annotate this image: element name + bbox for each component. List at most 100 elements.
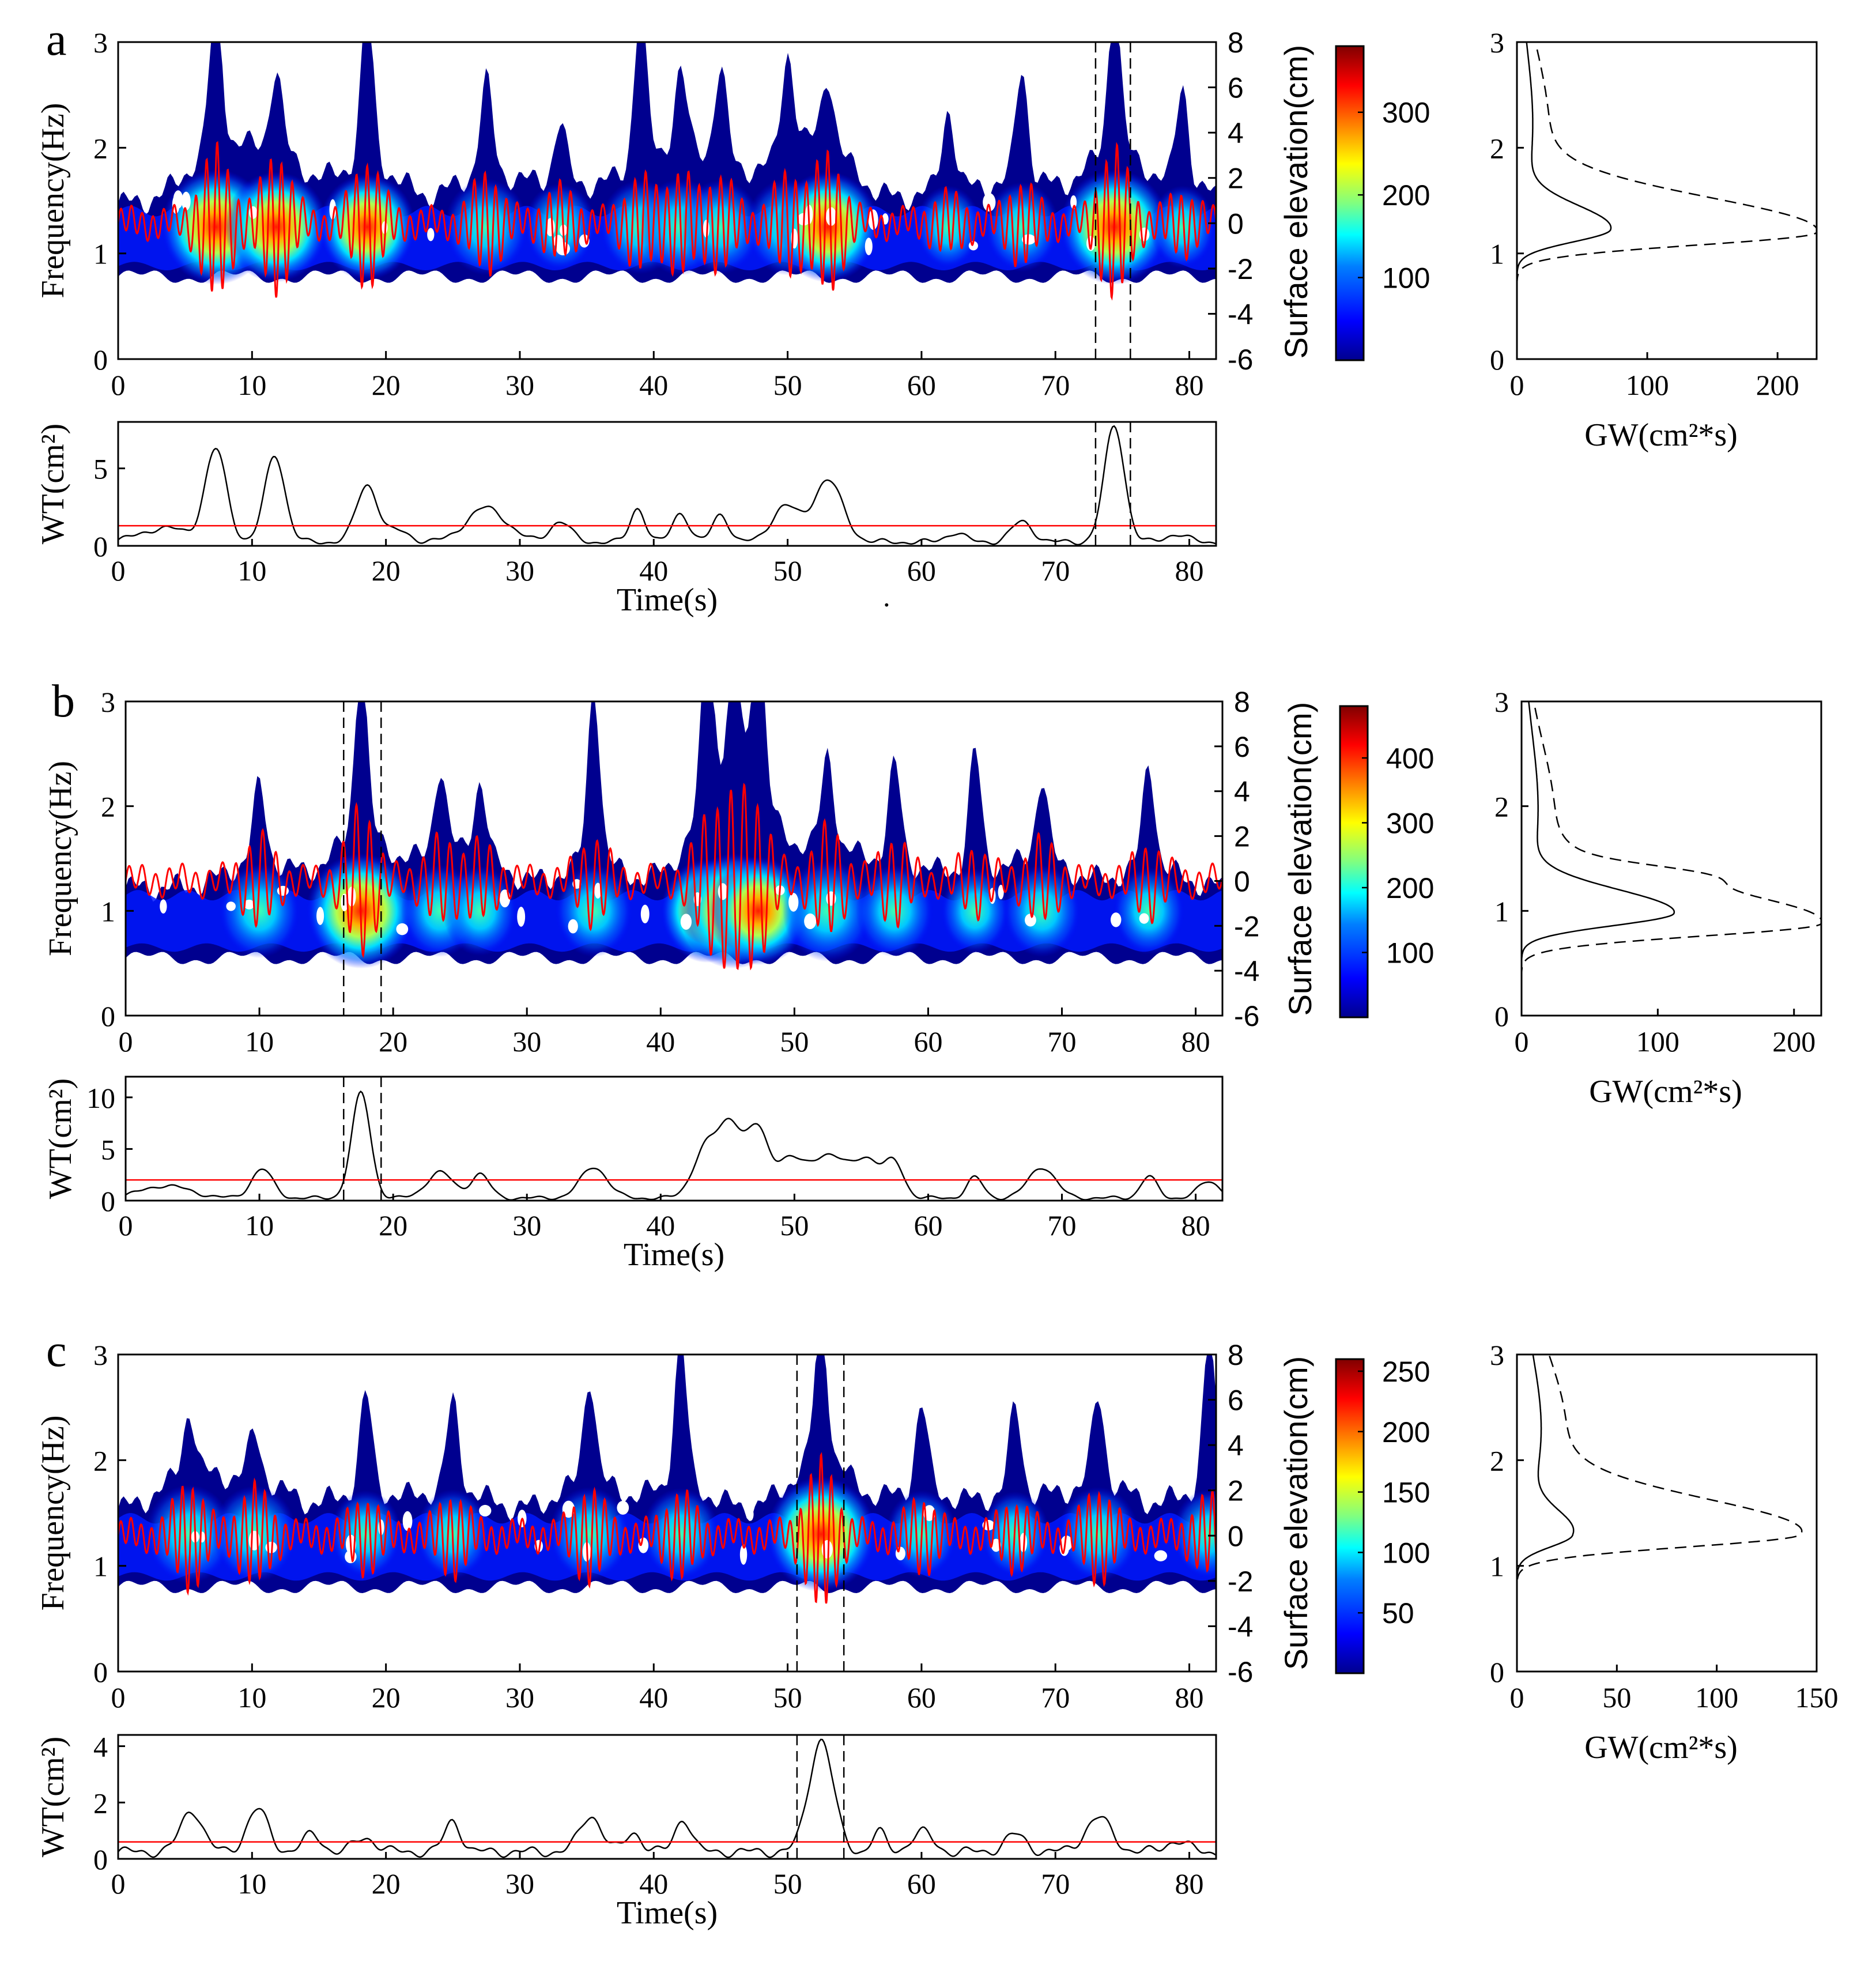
spectrum-y-tick-label: 2 (1490, 132, 1504, 164)
energy-blob (782, 860, 873, 962)
scalogram-hole (562, 1500, 575, 1518)
colorbar (1335, 1358, 1365, 1674)
spectrum-y-tick-label: 0 (1490, 344, 1504, 376)
surface-elevation-line (118, 1452, 1216, 1604)
x-tick-label: 70 (1041, 1681, 1070, 1714)
energy-blob (1150, 185, 1216, 269)
wt-subplot: 0 10 20 30 40 50 60 70 80 0 2 4 WT(cm²) Time(s) (35, 1731, 1217, 1931)
y-tick-label: 2 (93, 132, 108, 164)
scalogram-hole (991, 1538, 1001, 1552)
wt-y-tick-label: 2 (93, 1787, 108, 1819)
scalogram-hole (316, 907, 324, 925)
spectrum-y-tick-label: 0 (1494, 1000, 1509, 1032)
wt-x-tick-label: 0 (119, 1209, 133, 1242)
y2-tick-label: 2 (1228, 163, 1244, 195)
spectrum-y-tick-label: 3 (1490, 27, 1504, 59)
scalogram (118, 42, 1216, 301)
wt-x-axis-label: Time(s) (624, 1237, 724, 1273)
x-tick-label: 10 (237, 369, 266, 401)
y-tick-label: 3 (101, 686, 115, 718)
colorbar-tick-label: 200 (1382, 1416, 1430, 1448)
wt-x-tick-label: 70 (1041, 1867, 1070, 1900)
y-axis-label: Frequency(Hz) (43, 761, 78, 956)
x-tick-label: 20 (379, 1025, 407, 1058)
wt-x-axis-label: Time(s) (617, 1895, 718, 1931)
wt-frame (124, 1076, 1224, 1202)
scalogram-hole (680, 914, 692, 930)
y2-tick-label: 4 (1234, 776, 1250, 808)
spectrum-x-axis-label: GW(cm²*s) (1589, 1074, 1742, 1110)
y2-tick-label: 2 (1228, 1475, 1244, 1507)
x-tick-label: 30 (512, 1025, 541, 1058)
energy-blob (708, 857, 809, 965)
y-axis-label: Frequency(Hz) (35, 1416, 71, 1611)
spectrum-dashed-line (1516, 1354, 1803, 1672)
x-tick-label: 60 (914, 1025, 942, 1058)
main-plot-frame (117, 1353, 1217, 1673)
scalogram-hole (865, 237, 873, 255)
y2-tick-label: 6 (1228, 72, 1244, 104)
y-tick-label: 0 (93, 1656, 108, 1688)
scalogram-hole (739, 1544, 748, 1565)
colorbar (1339, 705, 1369, 1018)
y2-tick-label: -2 (1228, 1565, 1253, 1598)
spectrum-frame (1520, 700, 1822, 1017)
spectrum-y-tick-label: 1 (1490, 1550, 1504, 1583)
energy-blob (224, 171, 328, 282)
main-plot-frame (117, 41, 1217, 360)
scalogram-hole (788, 893, 799, 912)
x-tick-label: 20 (372, 369, 401, 401)
y-tick-label: 2 (93, 1444, 108, 1477)
colorbar-tick-label: 200 (1382, 179, 1430, 212)
wt-x-tick-label: 40 (639, 554, 668, 587)
y2-tick-label: 0 (1234, 865, 1250, 897)
scalogram-hole (1025, 914, 1036, 927)
scalogram-hole (329, 199, 337, 220)
wt-x-tick-label: 10 (245, 1209, 274, 1242)
x-tick-label: 50 (780, 1025, 809, 1058)
y-tick-label: 0 (101, 1000, 115, 1032)
x-tick-label: 80 (1182, 1025, 1210, 1058)
wt-y-axis-label: WT(cm²) (35, 424, 71, 545)
wt-x-tick-label: 20 (372, 1867, 401, 1900)
spectrum-x-tick-label: 100 (1636, 1025, 1679, 1058)
wt-line (118, 1738, 1217, 1858)
wt-x-tick-label: 60 (914, 1209, 942, 1242)
wt-x-tick-label: 60 (907, 554, 936, 587)
spectrum-x-tick-label: 0 (1510, 1681, 1524, 1714)
spectrum-frame (1516, 1353, 1818, 1673)
wt-x-tick-label: 30 (505, 1867, 534, 1900)
y2-tick-label: 8 (1228, 1339, 1244, 1371)
y2-tick-label: 4 (1228, 1429, 1244, 1462)
colorbar-tick-label: 100 (1386, 937, 1434, 969)
wt-x-tick-label: 0 (111, 554, 126, 587)
wt-x-tick-label: 50 (773, 1867, 802, 1900)
spectrum-y-tick-label: 1 (1494, 895, 1509, 927)
scalogram-hole (427, 228, 435, 242)
wt-x-tick-label: 80 (1182, 1209, 1210, 1242)
scalogram-hole (718, 883, 728, 900)
scalogram-hole (640, 904, 650, 923)
y2-tick-label: 6 (1228, 1384, 1244, 1417)
x-tick-label: 50 (773, 369, 802, 401)
x-tick-label: 50 (773, 1681, 802, 1714)
x-tick-label: 30 (505, 1681, 534, 1714)
y2-tick-label: -6 (1228, 344, 1253, 376)
wt-x-tick-label: 0 (111, 1867, 126, 1900)
x-tick-label: 0 (119, 1025, 133, 1058)
wt-y-tick-label: 0 (93, 530, 108, 563)
x-tick-label: 70 (1048, 1025, 1077, 1058)
spectrum-dashed-line (1520, 701, 1822, 1016)
y2-axis-label: Surface elevation(cm) (1278, 1356, 1314, 1670)
scalogram-hole (638, 1537, 649, 1553)
wt-x-tick-label: 20 (372, 554, 401, 587)
x-tick-label: 10 (237, 1681, 266, 1714)
scalogram-hole (402, 1511, 413, 1531)
energy-blob (1113, 867, 1185, 955)
wt-x-axis-label: Time(s) (617, 582, 718, 618)
colorbar-tick-label: 50 (1382, 1597, 1414, 1629)
scalogram-hole (1139, 913, 1149, 924)
spectrum-y-tick-label: 1 (1490, 238, 1504, 270)
wt-x-tick-label: 50 (773, 554, 802, 587)
